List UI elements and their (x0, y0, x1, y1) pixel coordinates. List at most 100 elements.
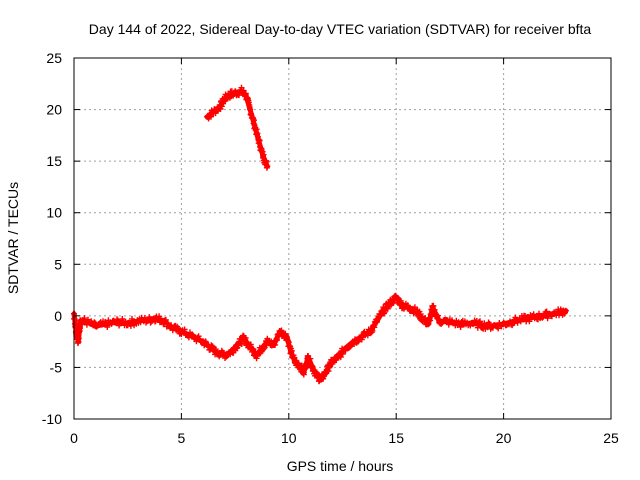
data-point (247, 343, 254, 350)
data-point (288, 347, 295, 354)
data-point (264, 163, 271, 170)
data-point (479, 322, 486, 329)
y-tick-label: 5 (54, 256, 62, 272)
data-point (156, 313, 163, 320)
data-point (108, 320, 115, 327)
data-point (274, 337, 280, 343)
data-point (263, 158, 270, 165)
data-point (195, 333, 202, 340)
data-point (457, 321, 464, 328)
x-tick-label: 25 (603, 430, 619, 446)
data-point (206, 343, 213, 350)
data-point (562, 307, 569, 314)
data-point (532, 313, 539, 320)
data-point (412, 307, 419, 314)
data-point (169, 325, 176, 332)
data-point (544, 315, 551, 322)
data-point (554, 309, 561, 316)
data-point (135, 318, 142, 324)
data-point (425, 321, 432, 328)
data-point (264, 338, 271, 345)
data-point (436, 318, 443, 324)
data-point (477, 318, 483, 325)
data-point (296, 362, 303, 369)
data-point (103, 321, 110, 328)
data-point (260, 153, 266, 159)
x-tick-label: 20 (496, 430, 512, 446)
chart-title: Day 144 of 2022, Sidereal Day-to-day VTE… (89, 21, 592, 37)
data-point (75, 338, 82, 345)
grid-layer (74, 58, 611, 419)
y-tick-label: 10 (46, 205, 62, 221)
data-point (511, 318, 518, 324)
data-point (152, 314, 159, 321)
data-point (240, 335, 247, 342)
y-axis-label: SDTVAR / TECUs (5, 182, 21, 294)
data-point (81, 318, 88, 324)
data-point (287, 349, 294, 355)
data-point (358, 333, 365, 340)
data-point (253, 352, 260, 359)
y-tick-label: 0 (54, 308, 62, 324)
y-tick-label: 25 (46, 50, 62, 66)
data-point (270, 341, 277, 348)
data-point (468, 320, 475, 327)
y-tick-label: -10 (42, 411, 62, 427)
data-point (446, 319, 453, 325)
x-axis-label: GPS time / hours (287, 458, 394, 474)
x-tick-label: 10 (281, 430, 297, 446)
data-point (406, 304, 413, 311)
data-point (283, 333, 290, 340)
data-point (512, 314, 519, 321)
data-point (318, 376, 324, 383)
data-point (178, 328, 185, 335)
data-point (146, 317, 153, 323)
data-point (91, 319, 98, 326)
data-point (350, 338, 357, 345)
data-point (489, 323, 496, 330)
data-point (141, 315, 148, 321)
data-point (212, 349, 219, 355)
data-layer (71, 84, 569, 385)
data-point (393, 294, 400, 301)
data-point (371, 324, 378, 331)
y-tick-label: 20 (46, 102, 62, 118)
data-point (322, 369, 329, 376)
data-point (124, 320, 131, 327)
data-point (234, 341, 241, 348)
tick-layer: 0 5 10 15 20 25 -10 -5 0 5 10 15 20 25 (42, 50, 619, 446)
data-point (522, 316, 529, 322)
data-point (341, 345, 348, 352)
data-point (255, 137, 262, 144)
data-point (217, 103, 224, 110)
data-point (221, 352, 228, 359)
data-point (114, 319, 120, 325)
data-point (253, 126, 260, 133)
data-point (250, 346, 257, 353)
data-point (335, 354, 342, 361)
data-point (495, 325, 502, 332)
data-point (526, 318, 533, 325)
data-point (536, 310, 542, 317)
data-point (313, 372, 320, 379)
data-point (543, 311, 550, 318)
data-point (367, 328, 374, 335)
data-point (251, 122, 258, 128)
data-point (386, 300, 393, 307)
data-point (292, 359, 299, 366)
data-point (419, 314, 425, 321)
x-tick-label: 5 (178, 430, 186, 446)
data-point (221, 96, 228, 103)
data-point (328, 359, 335, 366)
data-point (380, 307, 387, 314)
y-tick-label: -5 (50, 359, 63, 375)
data-point (199, 338, 206, 345)
data-point (238, 88, 245, 94)
x-tick-label: 15 (388, 430, 404, 446)
data-point (175, 324, 181, 331)
x-tick-label: 0 (70, 430, 78, 446)
data-point (399, 302, 406, 309)
y-tick-label: 15 (46, 153, 62, 169)
data-point (427, 317, 434, 324)
